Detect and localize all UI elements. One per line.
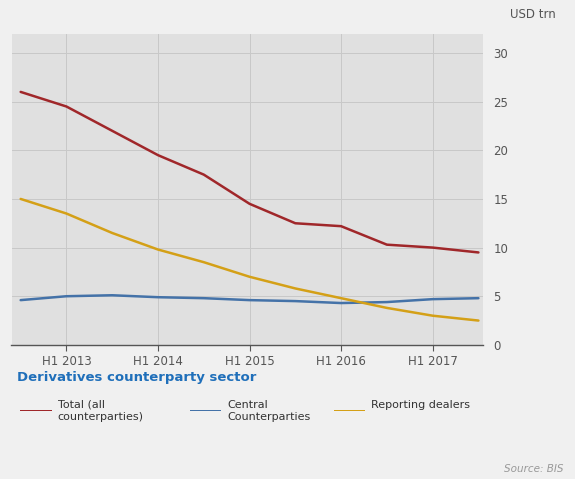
- Text: Source: BIS: Source: BIS: [504, 464, 564, 474]
- Text: Central
Counterparties: Central Counterparties: [227, 400, 310, 422]
- Text: Total (all
counterparties): Total (all counterparties): [58, 400, 144, 422]
- Text: Reporting dealers: Reporting dealers: [371, 400, 470, 410]
- Text: Derivatives counterparty sector: Derivatives counterparty sector: [17, 371, 256, 384]
- Text: USD trn: USD trn: [511, 8, 556, 21]
